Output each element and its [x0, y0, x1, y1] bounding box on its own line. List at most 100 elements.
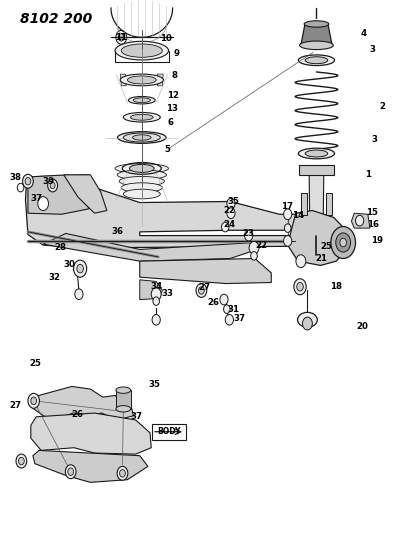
- Ellipse shape: [121, 183, 162, 192]
- Circle shape: [23, 174, 33, 188]
- Text: 26: 26: [71, 410, 83, 419]
- Circle shape: [196, 284, 207, 297]
- Ellipse shape: [118, 132, 166, 143]
- Polygon shape: [25, 175, 296, 248]
- Circle shape: [302, 317, 312, 330]
- Polygon shape: [140, 259, 271, 284]
- Ellipse shape: [115, 164, 169, 173]
- Circle shape: [245, 230, 253, 241]
- Text: 17: 17: [281, 203, 293, 211]
- Text: 3: 3: [369, 45, 375, 53]
- Ellipse shape: [305, 150, 328, 157]
- Text: 27: 27: [199, 284, 211, 292]
- Text: 25: 25: [29, 359, 41, 368]
- Circle shape: [118, 34, 124, 41]
- Circle shape: [65, 465, 76, 479]
- Polygon shape: [116, 390, 131, 409]
- Circle shape: [340, 238, 346, 247]
- Polygon shape: [326, 193, 332, 215]
- Circle shape: [48, 179, 58, 192]
- Text: 19: 19: [371, 237, 383, 245]
- Text: 35: 35: [148, 381, 160, 389]
- Circle shape: [356, 215, 364, 226]
- Text: 4: 4: [361, 29, 367, 37]
- Ellipse shape: [117, 170, 166, 180]
- Circle shape: [151, 288, 161, 301]
- Circle shape: [225, 314, 233, 325]
- Text: 33: 33: [162, 289, 174, 297]
- Ellipse shape: [115, 42, 169, 60]
- Circle shape: [251, 252, 257, 260]
- Text: 9: 9: [174, 49, 180, 58]
- Circle shape: [77, 264, 83, 273]
- Circle shape: [284, 236, 292, 246]
- Circle shape: [249, 241, 259, 254]
- Text: 14: 14: [292, 211, 305, 220]
- Ellipse shape: [116, 387, 131, 393]
- Text: 39: 39: [42, 177, 55, 185]
- Circle shape: [296, 255, 306, 268]
- Text: 11: 11: [115, 33, 127, 42]
- Polygon shape: [64, 175, 107, 213]
- Ellipse shape: [304, 21, 329, 27]
- Circle shape: [74, 260, 87, 277]
- Circle shape: [16, 454, 27, 468]
- Text: 26: 26: [208, 298, 220, 307]
- Text: 36: 36: [111, 228, 123, 236]
- Ellipse shape: [298, 55, 335, 66]
- Circle shape: [297, 282, 303, 291]
- Polygon shape: [33, 450, 148, 482]
- Ellipse shape: [298, 312, 317, 327]
- Ellipse shape: [129, 165, 154, 173]
- Text: 8102 200: 8102 200: [20, 12, 92, 26]
- Text: 18: 18: [330, 282, 342, 291]
- Circle shape: [68, 468, 74, 475]
- Circle shape: [199, 287, 204, 294]
- Text: 6: 6: [168, 118, 173, 127]
- Text: 25: 25: [321, 242, 332, 251]
- Circle shape: [17, 183, 24, 192]
- Text: 23: 23: [242, 229, 255, 238]
- Circle shape: [220, 294, 228, 305]
- Ellipse shape: [300, 41, 333, 50]
- Circle shape: [153, 297, 159, 305]
- Text: 22: 22: [223, 206, 236, 215]
- Text: 34: 34: [151, 282, 163, 291]
- Ellipse shape: [120, 74, 163, 86]
- Text: 32: 32: [48, 273, 60, 281]
- Circle shape: [227, 198, 235, 209]
- Circle shape: [18, 457, 24, 465]
- Text: 28: 28: [55, 244, 67, 252]
- Text: 27: 27: [9, 401, 22, 409]
- Text: 5: 5: [165, 145, 171, 154]
- Ellipse shape: [133, 98, 150, 102]
- Ellipse shape: [305, 57, 328, 63]
- Ellipse shape: [116, 406, 131, 412]
- Text: 38: 38: [9, 173, 22, 182]
- Text: 8: 8: [172, 71, 178, 80]
- Ellipse shape: [123, 189, 160, 199]
- Text: BODY: BODY: [157, 427, 180, 436]
- Text: 30: 30: [64, 260, 76, 269]
- Circle shape: [38, 197, 48, 211]
- Circle shape: [331, 227, 356, 259]
- Circle shape: [224, 305, 230, 313]
- Circle shape: [222, 222, 229, 232]
- Text: 16: 16: [367, 221, 379, 229]
- Text: 12: 12: [166, 92, 179, 100]
- Ellipse shape: [123, 112, 160, 122]
- Circle shape: [294, 279, 306, 295]
- Polygon shape: [157, 74, 163, 86]
- Polygon shape: [301, 24, 332, 45]
- Ellipse shape: [130, 115, 153, 120]
- Text: 37: 37: [233, 314, 245, 323]
- Ellipse shape: [128, 96, 155, 104]
- Circle shape: [152, 314, 160, 325]
- Circle shape: [120, 470, 125, 477]
- Circle shape: [28, 393, 39, 408]
- Circle shape: [117, 466, 128, 480]
- Text: 3: 3: [371, 135, 377, 144]
- Text: 10: 10: [161, 34, 172, 43]
- Text: 2: 2: [379, 102, 385, 111]
- Circle shape: [227, 208, 235, 219]
